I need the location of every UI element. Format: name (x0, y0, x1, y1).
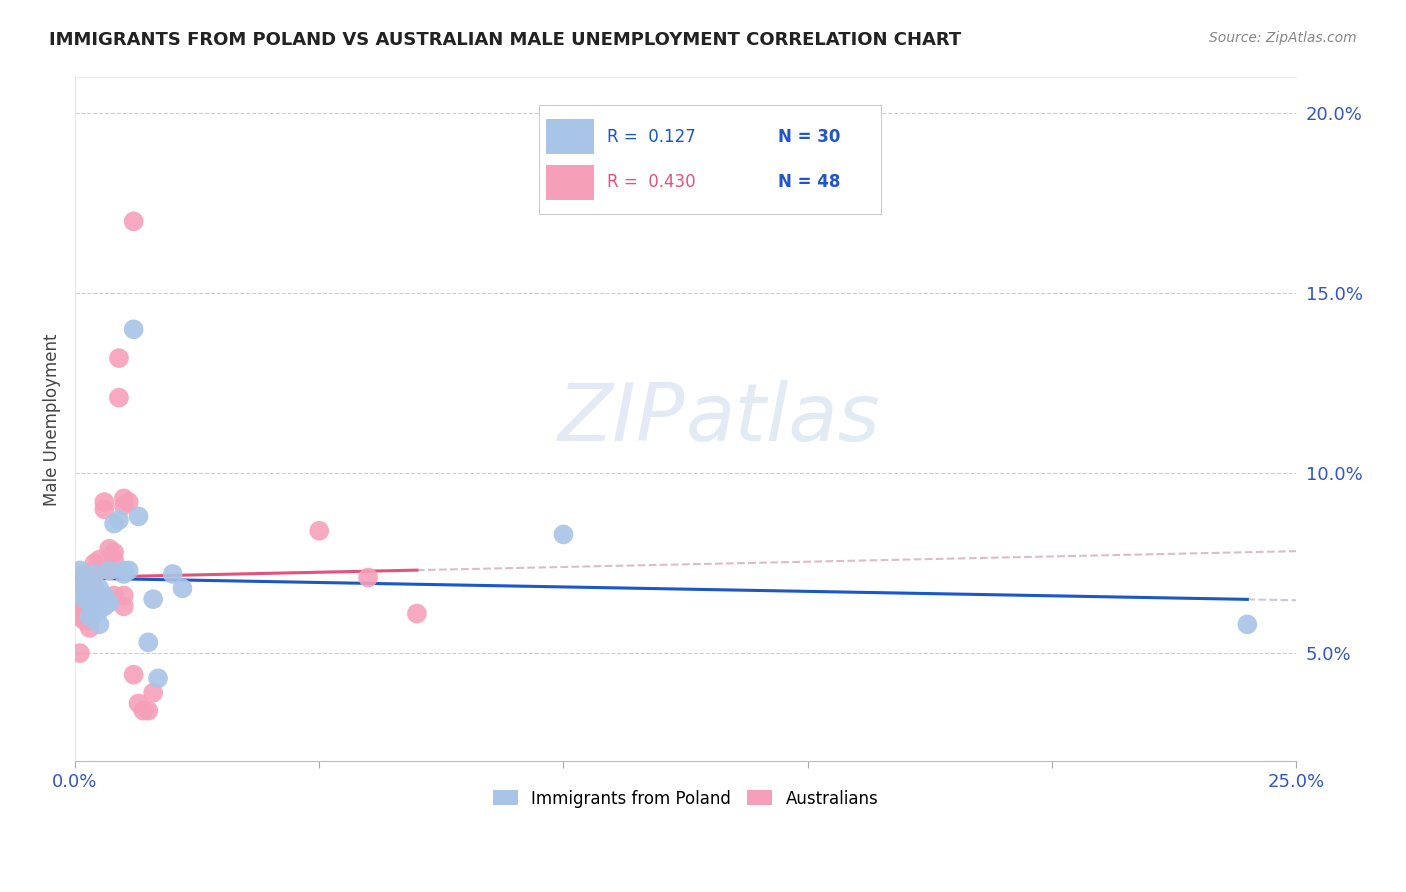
Point (132, 704, 155, 718)
Point (79, 589, 101, 603)
Point (108, 351, 131, 365)
Point (69, 646, 91, 660)
Point (136, 635, 159, 649)
Text: IMMIGRANTS FROM POLAND VS AUSTRALIAN MALE UNEMPLOYMENT CORRELATION CHART: IMMIGRANTS FROM POLAND VS AUSTRALIAN MAL… (49, 31, 962, 49)
Point (83, 596, 105, 610)
Point (112, 599, 135, 614)
Point (128, 509, 150, 524)
Point (79, 614, 101, 628)
Point (357, 571, 380, 585)
Point (122, 667, 145, 681)
Y-axis label: Male Unemployment: Male Unemployment (44, 333, 60, 506)
Point (79, 621, 101, 635)
Point (79, 607, 101, 621)
Point (83, 582, 105, 596)
Point (112, 499, 135, 513)
Point (69, 563, 91, 577)
Point (93, 495, 115, 509)
Point (69, 610, 91, 624)
Point (406, 607, 429, 621)
Point (553, 527, 575, 541)
Point (89, 589, 111, 603)
Point (69, 582, 91, 596)
Point (73, 589, 96, 603)
Point (69, 589, 91, 603)
Point (122, 214, 145, 228)
Point (128, 697, 150, 711)
Point (146, 671, 169, 685)
Point (83, 556, 105, 570)
Point (73, 614, 96, 628)
Point (1236, 617, 1258, 632)
Point (73, 574, 96, 589)
Point (93, 589, 115, 603)
Point (103, 589, 125, 603)
Point (83, 566, 105, 581)
Point (103, 545, 125, 559)
Point (79, 596, 101, 610)
Point (103, 552, 125, 566)
Point (73, 566, 96, 581)
Point (69, 592, 91, 607)
Point (122, 322, 145, 336)
Legend: Immigrants from Poland, Australians: Immigrants from Poland, Australians (486, 783, 886, 814)
Point (118, 495, 141, 509)
Point (83, 607, 105, 621)
Point (69, 599, 91, 614)
Point (112, 491, 135, 506)
Point (118, 563, 141, 577)
Point (83, 563, 105, 577)
Point (142, 592, 165, 607)
Point (83, 592, 105, 607)
Text: Source: ZipAtlas.com: Source: ZipAtlas.com (1209, 31, 1357, 45)
Point (79, 610, 101, 624)
Point (103, 516, 125, 531)
Point (112, 563, 135, 577)
Point (73, 585, 96, 599)
Point (73, 607, 96, 621)
Point (93, 599, 115, 614)
Point (98, 541, 121, 556)
Point (69, 585, 91, 599)
Point (172, 582, 194, 596)
Point (83, 566, 105, 581)
Point (112, 589, 135, 603)
Point (142, 686, 165, 700)
Point (98, 563, 121, 577)
Point (308, 524, 330, 538)
Text: ZIP: ZIP (558, 380, 686, 458)
Point (89, 617, 111, 632)
Point (98, 596, 121, 610)
Point (89, 563, 111, 577)
Point (89, 552, 111, 566)
Point (98, 563, 121, 577)
Point (112, 566, 135, 581)
Point (136, 704, 159, 718)
Point (73, 599, 96, 614)
Point (89, 603, 111, 617)
Point (108, 391, 131, 405)
Text: atlas: atlas (686, 380, 880, 458)
Point (108, 513, 131, 527)
Point (162, 566, 184, 581)
Point (93, 502, 115, 516)
Point (73, 592, 96, 607)
Point (69, 585, 91, 599)
Point (89, 582, 111, 596)
